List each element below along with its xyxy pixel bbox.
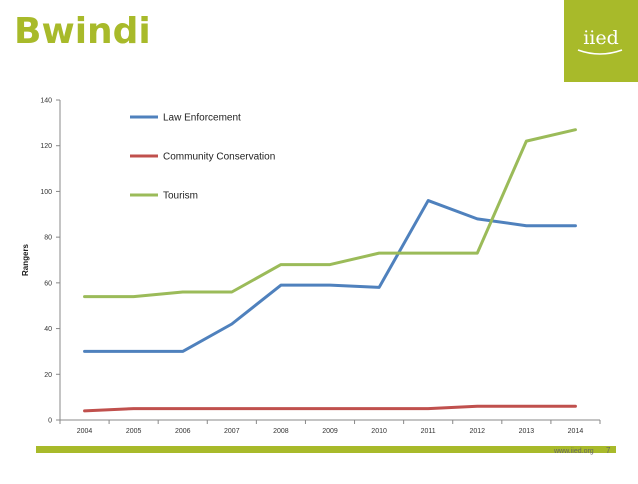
x-tick-label: 2009 — [322, 428, 338, 435]
x-tick-label: 2014 — [568, 428, 584, 435]
series-line — [85, 130, 576, 297]
y-tick-label: 140 — [40, 98, 52, 105]
y-tick-label: 80 — [44, 235, 52, 242]
x-tick-label: 2011 — [421, 428, 436, 435]
legend-label: Law Enforcement — [163, 113, 241, 124]
x-tick-label: 2012 — [469, 428, 485, 435]
page-number: 7 — [606, 446, 610, 455]
x-tick-label: 2006 — [175, 428, 191, 435]
x-tick-label: 2010 — [371, 428, 387, 435]
y-tick-label: 100 — [40, 189, 52, 196]
x-tick-label: 2008 — [273, 428, 289, 435]
legend-label: Tourism — [163, 191, 198, 202]
y-tick-label: 120 — [40, 143, 52, 150]
x-tick-label: 2005 — [126, 428, 142, 435]
y-axis-label: Rangers — [21, 243, 30, 276]
legend-label: Community Conservation — [163, 152, 275, 163]
x-tick-label: 2004 — [77, 428, 93, 435]
series-line — [85, 201, 576, 352]
x-tick-label: 2013 — [519, 428, 535, 435]
footer-url: www.iied.org — [554, 448, 594, 455]
y-tick-label: 60 — [44, 280, 52, 287]
y-tick-label: 40 — [44, 326, 52, 333]
x-tick-label: 2007 — [224, 428, 240, 435]
y-tick-label: 20 — [44, 372, 52, 379]
y-tick-label: 0 — [48, 418, 52, 425]
footer-bar — [36, 446, 616, 453]
